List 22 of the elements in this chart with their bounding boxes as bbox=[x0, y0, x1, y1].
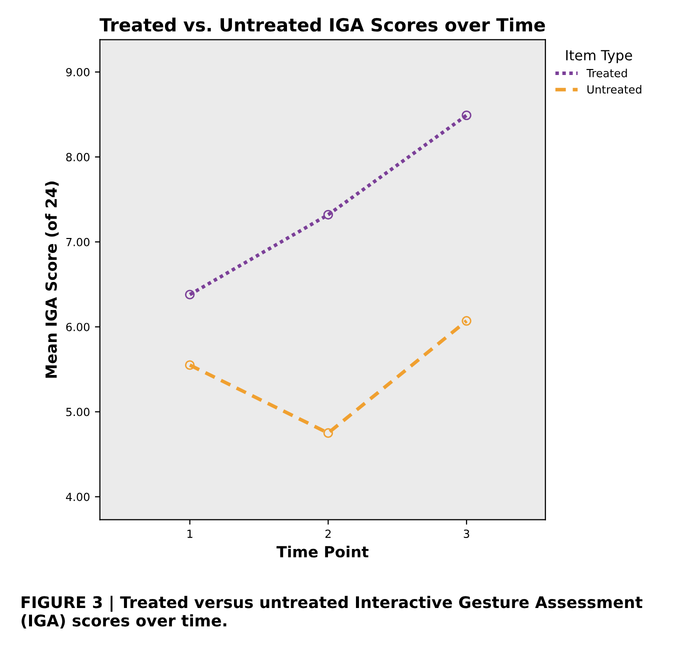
point bbox=[323, 428, 334, 438]
point bbox=[184, 290, 195, 300]
point bbox=[323, 210, 334, 220]
chart-title: Treated vs. Untreated IGA Scores over Time bbox=[100, 18, 545, 32]
legend-title: Item Type bbox=[566, 50, 632, 64]
legend-label: Treated bbox=[586, 68, 627, 78]
point bbox=[462, 110, 472, 120]
y-tick-label: 9.00 bbox=[66, 68, 90, 76]
y-axis-title: Mean IGA Score (of 24) bbox=[45, 182, 59, 378]
point bbox=[184, 360, 195, 370]
x-tick-label: 3 bbox=[464, 530, 470, 538]
x-axis-title: Time Point bbox=[276, 546, 368, 558]
y-tick-label: 5.00 bbox=[66, 408, 90, 416]
y-tick-label: 7.00 bbox=[66, 238, 90, 246]
x-tick-label: 2 bbox=[325, 530, 331, 538]
y-tick-label: 4.00 bbox=[66, 492, 90, 502]
y-tick-label: 6.00 bbox=[66, 322, 90, 332]
point bbox=[462, 316, 472, 326]
x-tick-label: 1 bbox=[188, 530, 192, 538]
caption: FIGURE 3 | Treated versus untreated Interactive Gesture Assessment (IGA) scores over time. bbox=[22, 596, 642, 628]
legend-label: Untreated bbox=[587, 85, 642, 94]
y-tick-label: 8.00 bbox=[66, 152, 90, 162]
